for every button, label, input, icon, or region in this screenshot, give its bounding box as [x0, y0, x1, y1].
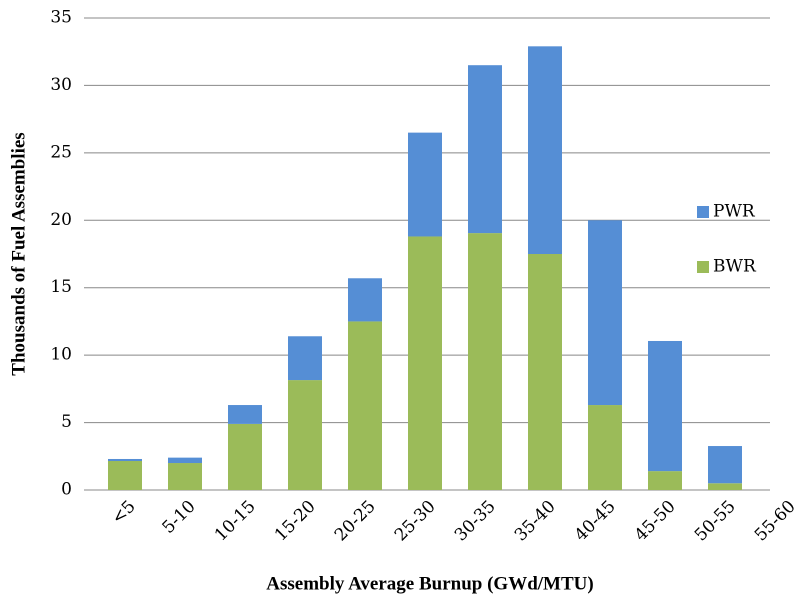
x-tick-label: 45-50	[631, 497, 680, 546]
bar-segment	[648, 471, 682, 490]
bar-segment	[228, 423, 262, 490]
bar-segment	[468, 233, 502, 490]
bar-segment	[348, 278, 382, 322]
x-tick-label: 50-55	[691, 497, 740, 546]
legend-swatch	[697, 206, 709, 218]
x-tick-label: 15-20	[271, 497, 320, 546]
bar-segment	[588, 405, 622, 490]
bar-segment	[168, 463, 202, 490]
y-tick-label: 30	[50, 75, 72, 95]
bar-segment	[528, 46, 562, 254]
bar-segment	[108, 458, 142, 462]
bar-segment	[348, 321, 382, 490]
bar-segment	[288, 380, 322, 490]
x-tick-label: 10-15	[211, 497, 260, 546]
y-tick-label: 0	[61, 480, 72, 500]
bar-segment	[528, 254, 562, 490]
x-tick-label: 40-45	[571, 497, 620, 546]
bar-segment	[468, 65, 502, 234]
bar-segment	[708, 483, 742, 490]
x-tick-label: 55-60	[751, 497, 800, 546]
y-axis-title: Thousands of Fuel Assemblies	[8, 132, 29, 375]
x-tick-label: 25-30	[391, 497, 440, 546]
bar-segment	[168, 457, 202, 464]
legend-label: PWR	[713, 202, 756, 222]
x-tick-label: 5-10	[159, 497, 200, 538]
legend-label: BWR	[713, 257, 757, 277]
bar-segment	[408, 236, 442, 490]
bar-segment	[228, 405, 262, 424]
bar-segment	[288, 336, 322, 381]
x-tick-label: 35-40	[511, 497, 560, 546]
y-tick-label: 20	[50, 210, 72, 230]
bar-segment	[408, 132, 442, 237]
x-axis-title: Assembly Average Burnup (GWd/MTU)	[266, 573, 593, 594]
x-tick-label: 30-35	[451, 497, 500, 546]
x-tick-label: 20-25	[331, 497, 380, 546]
y-tick-label: 15	[50, 277, 72, 297]
y-tick-label: 5	[61, 412, 72, 432]
bar-segment	[108, 461, 142, 490]
y-tick-label: 10	[50, 345, 72, 365]
bar-segment	[648, 340, 682, 472]
bar-segment	[708, 446, 742, 484]
legend-swatch	[697, 261, 709, 273]
y-tick-label: 35	[50, 8, 72, 28]
bar-segment	[588, 220, 622, 406]
x-tick-label: <5	[108, 497, 140, 529]
y-tick-label: 25	[50, 142, 72, 162]
